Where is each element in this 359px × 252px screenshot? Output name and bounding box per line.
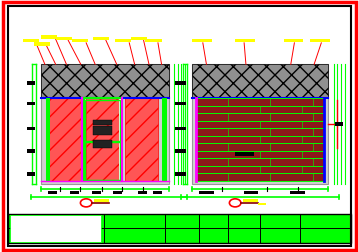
Bar xyxy=(113,191,122,194)
Bar xyxy=(290,191,305,194)
Bar xyxy=(46,98,50,181)
Bar xyxy=(162,98,167,181)
Bar xyxy=(56,37,72,40)
Bar xyxy=(93,140,112,148)
Bar xyxy=(86,98,119,181)
Bar xyxy=(192,64,328,184)
Bar xyxy=(70,191,79,194)
Bar xyxy=(27,172,35,176)
Bar xyxy=(175,149,183,153)
Bar xyxy=(115,39,131,42)
Bar xyxy=(72,39,88,42)
Bar xyxy=(178,172,186,176)
Bar xyxy=(258,203,266,205)
Bar xyxy=(95,199,107,201)
Bar xyxy=(192,64,328,98)
Bar xyxy=(94,199,109,202)
Bar xyxy=(175,172,183,176)
Bar xyxy=(201,232,225,242)
Bar xyxy=(230,232,258,242)
Bar xyxy=(153,191,162,194)
Bar xyxy=(85,142,120,180)
Bar xyxy=(23,39,39,42)
Bar xyxy=(196,98,324,181)
Bar xyxy=(192,39,212,42)
Bar xyxy=(93,120,112,125)
Bar xyxy=(145,39,162,42)
Bar xyxy=(201,218,225,227)
Bar xyxy=(85,100,120,141)
Bar xyxy=(302,231,348,242)
Bar xyxy=(46,98,81,181)
Bar xyxy=(167,218,197,227)
Bar xyxy=(81,98,85,181)
Bar xyxy=(178,102,186,105)
Bar xyxy=(175,102,183,105)
Bar xyxy=(27,127,35,130)
Bar xyxy=(119,98,122,181)
Bar xyxy=(106,231,162,242)
Bar xyxy=(235,152,254,156)
Bar xyxy=(34,42,50,46)
Bar xyxy=(27,102,35,105)
Bar xyxy=(93,125,112,136)
Bar xyxy=(244,199,258,201)
Bar xyxy=(178,127,186,130)
Bar xyxy=(10,215,101,242)
Bar xyxy=(230,218,258,227)
Bar xyxy=(93,37,109,40)
Bar xyxy=(138,191,147,194)
Bar xyxy=(41,64,169,184)
Bar xyxy=(284,39,303,42)
Bar xyxy=(84,98,122,181)
Bar xyxy=(175,127,183,130)
Bar xyxy=(302,216,348,227)
Bar xyxy=(243,199,258,202)
Bar xyxy=(175,81,183,85)
Bar xyxy=(92,191,101,194)
Bar xyxy=(125,98,158,181)
Bar xyxy=(167,232,197,242)
Bar xyxy=(48,191,57,194)
Bar xyxy=(244,191,258,194)
Bar xyxy=(178,81,186,85)
Bar xyxy=(235,39,255,42)
Bar xyxy=(106,216,162,227)
Bar xyxy=(178,149,186,153)
Bar xyxy=(81,98,84,181)
Bar xyxy=(27,149,35,153)
Bar xyxy=(199,191,214,194)
Bar xyxy=(119,98,123,181)
Bar xyxy=(41,35,57,39)
Bar xyxy=(335,122,343,126)
Bar xyxy=(8,214,351,243)
Bar xyxy=(41,64,169,98)
Bar xyxy=(310,39,330,42)
Bar xyxy=(131,37,147,40)
Bar xyxy=(27,81,35,85)
